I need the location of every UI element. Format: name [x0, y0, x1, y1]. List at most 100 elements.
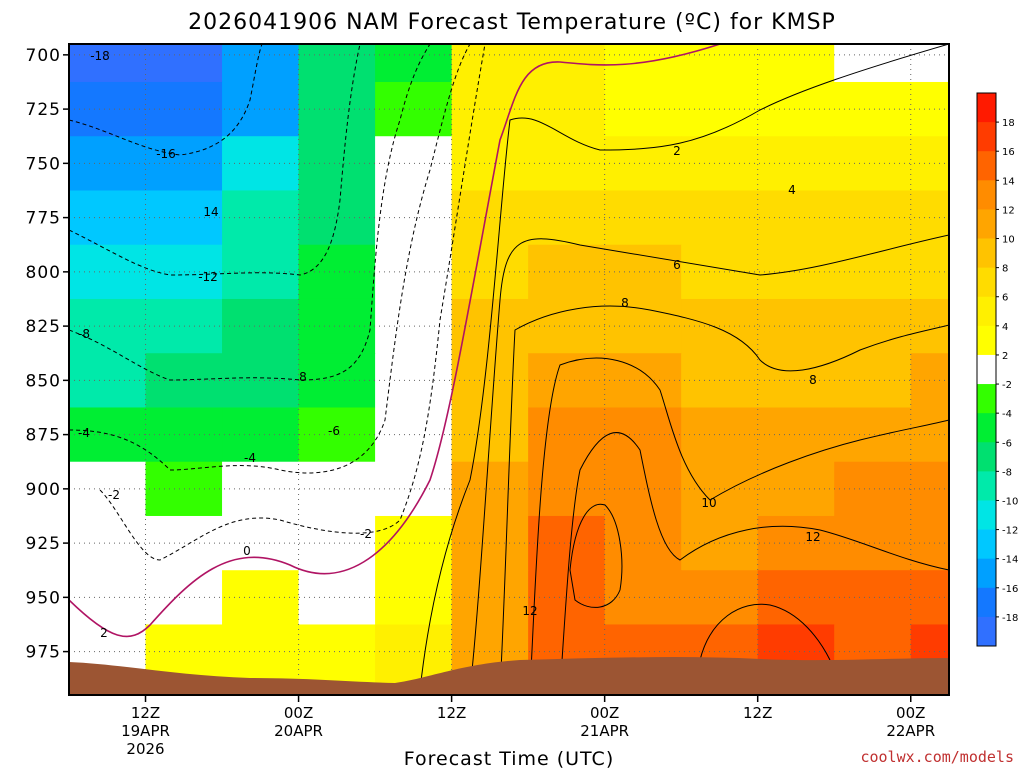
heat-cell: [375, 298, 453, 354]
contour-label: -4: [78, 426, 90, 440]
heat-cell: [910, 570, 949, 626]
x-axis-label: Forecast Time (UTC): [404, 748, 614, 768]
heat-cell: [604, 190, 682, 246]
heat-cell: [451, 515, 529, 571]
y-tick-label: 900: [26, 480, 61, 500]
heat-cell: [757, 190, 835, 246]
contour-line-neg12: [69, 44, 361, 276]
contour-label: -18: [90, 49, 110, 63]
heat-cell: [757, 515, 835, 571]
colorbar-swatch: [977, 209, 996, 239]
colorbar-label: -2: [1002, 380, 1012, 391]
heat-cell: [145, 44, 223, 83]
colorbar-label: 10: [1002, 235, 1015, 246]
colorbar-swatch: [977, 529, 996, 560]
colorbar-swatch: [977, 384, 996, 414]
heat-cell: [604, 461, 682, 517]
heat-cell: [375, 81, 453, 137]
heat-cell: [910, 44, 949, 83]
heat-cell: [222, 190, 300, 246]
colorbar-swatch: [977, 122, 996, 152]
y-tick-label: 825: [26, 317, 61, 337]
heat-cell: [604, 244, 682, 300]
colorbar: 18 16 14 12 10 8 6 4 2 -2 -4 -6 -8 -10 -12 -14 -16 -18: [976, 92, 1018, 647]
y-tick-label: 875: [26, 426, 61, 446]
contour-line-0c: [69, 44, 721, 638]
heat-cell: [298, 81, 376, 137]
contour-label: 2: [673, 144, 681, 158]
heat-cell: [834, 570, 912, 626]
colorbar-label: 8: [1002, 264, 1008, 275]
heat-cell: [451, 353, 529, 409]
contour-label: 8: [299, 370, 307, 384]
contour-line-neg4: [69, 44, 471, 474]
heat-cell: [834, 515, 912, 571]
heat-cell: [451, 44, 529, 83]
heat-cell: [910, 515, 949, 571]
contour-label: 6: [673, 258, 681, 272]
heat-cell: [834, 136, 912, 192]
y-tick-label: 975: [26, 643, 61, 663]
heat-cell: [298, 44, 376, 83]
contour-label: 14: [203, 205, 218, 219]
heat-cell: [604, 515, 682, 571]
terrain-ground: [69, 657, 949, 695]
colorbar-swatch: [977, 616, 996, 647]
heat-cell: [298, 570, 376, 626]
contour-label: 8: [809, 373, 817, 387]
contour-label: -4: [244, 451, 256, 465]
contour-label: 0: [243, 544, 251, 558]
heat-cell: [222, 515, 300, 571]
colorbar-label: 12: [1002, 205, 1015, 216]
temperature-field: [69, 44, 949, 695]
heat-cell: [69, 461, 147, 517]
contour-line-12: [559, 432, 949, 691]
x-tick-label: 12Z: [437, 704, 466, 722]
x-tick-label: 19APR: [121, 722, 170, 740]
colorbar-label: 14: [1002, 176, 1015, 187]
colorbar-swatch: [977, 354, 996, 385]
x-tick-label: 12Z: [131, 704, 160, 722]
colorbar-label: -12: [1002, 526, 1018, 537]
colorbar-label: 16: [1002, 147, 1015, 158]
heat-cell: [834, 190, 912, 246]
contour-label: 2: [100, 626, 108, 640]
heat-cell: [451, 461, 529, 517]
contour-label: -6: [328, 424, 340, 438]
heat-cell: [69, 81, 147, 137]
grid-lines: [69, 44, 949, 695]
heat-cell: [69, 407, 147, 463]
heat-cell: [834, 461, 912, 517]
heat-cell: [375, 244, 453, 300]
heat-cell: [757, 44, 835, 83]
heat-cell: [298, 190, 376, 246]
x-tick-label: 2026: [126, 740, 164, 758]
heat-cell: [528, 244, 606, 300]
heat-cell: [528, 81, 606, 137]
colorbar-label: -16: [1002, 584, 1018, 595]
colorbar-label: -10: [1002, 496, 1018, 507]
heat-cell: [451, 190, 529, 246]
colorbar-label: 18: [1002, 118, 1015, 129]
contour-label: -8: [78, 327, 90, 341]
heat-cell: [757, 353, 835, 409]
heat-cell: [375, 353, 453, 409]
contour-line-neg2: [99, 44, 486, 561]
heat-cell: [757, 136, 835, 192]
heat-cell: [298, 244, 376, 300]
heat-cell: [910, 353, 949, 409]
contour-line-14-right: [699, 603, 831, 661]
contour-lines: [69, 44, 949, 691]
colorbar-swatch: [977, 471, 996, 501]
heat-cell: [222, 81, 300, 137]
colorbar-label: 4: [1002, 322, 1008, 333]
heat-cell: [604, 407, 682, 463]
colorbar-swatch: [977, 267, 996, 298]
y-tick-label: 775: [26, 209, 61, 229]
heat-cell: [222, 461, 300, 517]
heat-cell: [528, 190, 606, 246]
heat-cell: [834, 298, 912, 354]
x-tick-label: 00Z: [590, 704, 619, 722]
heat-cell: [604, 81, 682, 137]
